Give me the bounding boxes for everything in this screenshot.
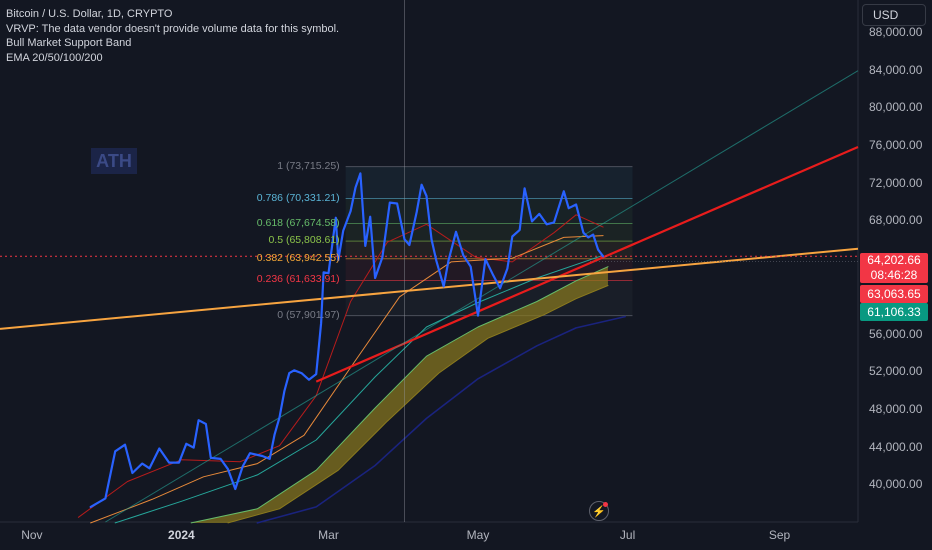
price-tick-label: 40,000.00 (869, 477, 923, 492)
legend-vrvp[interactable]: VRVP: The data vendor doesn't provide vo… (6, 22, 340, 35)
crosshair (0, 0, 858, 522)
time-tick-label: Jul (619, 528, 636, 542)
fib-zone (345, 223, 633, 242)
green-level-tag: 61,106.33 (860, 303, 928, 321)
price-tick-label: 68,000.00 (869, 213, 923, 228)
time-tick-label: Nov (21, 528, 43, 542)
price-tick-label: 56,000.00 (869, 326, 923, 341)
price-tick-label: 44,000.00 (869, 439, 923, 454)
last-price-tag: 64,202.66 08:46:28 (860, 253, 928, 283)
trend-lines[interactable] (0, 70, 859, 523)
indicator-line (256, 315, 626, 524)
fib-zone (345, 166, 633, 199)
currency-button[interactable]: USD (862, 4, 926, 26)
indicator-line (114, 254, 604, 524)
plot-background (0, 0, 858, 522)
price-line-layer (89, 172, 605, 508)
fib-level-label: 1 (73,715.25) (277, 159, 340, 172)
trend-line[interactable] (315, 145, 859, 383)
price-tick-label: 84,000.00 (869, 62, 923, 77)
indicator-line (77, 214, 604, 518)
trend-line[interactable] (105, 70, 859, 523)
fib-level-label: 0.786 (70,331.21) (256, 191, 340, 204)
price-tick-label: 52,000.00 (869, 364, 923, 379)
red-level-tag: 63,063.65 (860, 285, 928, 303)
time-tick-label: Mar (318, 528, 339, 542)
lightning-icon[interactable]: ⚡ (589, 501, 609, 521)
fib-level-label: 0.5 (65,808.61) (268, 234, 340, 247)
legend-symbol[interactable]: Bitcoin / U.S. Dollar, 1D, CRYPTO (6, 8, 173, 20)
trend-line[interactable] (0, 247, 859, 330)
legend-ema[interactable]: EMA 20/50/100/200 (6, 51, 103, 64)
time-tick-label: 2024 (168, 528, 195, 542)
fib-level-label: 0 (57,901.97) (277, 308, 340, 321)
fib-level-label: 0.382 (63,942.55) (256, 251, 340, 264)
price-tick-label: 72,000.00 (869, 175, 923, 190)
indicator-line (227, 285, 609, 524)
fib-zone (345, 241, 633, 259)
fib-level-label: 0.618 (67,674.58) (256, 216, 340, 229)
price-tick-label: 76,000.00 (869, 138, 923, 153)
notification-dot (603, 502, 608, 507)
support-band-fill (191, 266, 608, 523)
bar-countdown: 08:46:28 (870, 268, 918, 282)
price-series-line (89, 172, 605, 508)
last-price-value: 64,202.66 (867, 253, 921, 267)
chart-legend: Bitcoin / U.S. Dollar, 1D, CRYPTO VRVP: … (6, 7, 339, 65)
ath-label: ATH (91, 148, 137, 174)
series-layer (77, 214, 626, 524)
support-band-area (191, 266, 608, 523)
legend-support-band[interactable]: Bull Market Support Band (6, 37, 132, 49)
price-tick-label: 88,000.00 (869, 25, 923, 40)
price-tick-label: 80,000.00 (869, 100, 923, 115)
time-tick-label: Sep (768, 528, 791, 542)
time-tick-label: May (466, 528, 490, 542)
price-tick-label: 48,000.00 (869, 401, 923, 416)
fib-level-label: 0.236 (61,633.91) (256, 273, 340, 286)
indicator-line (190, 266, 609, 524)
